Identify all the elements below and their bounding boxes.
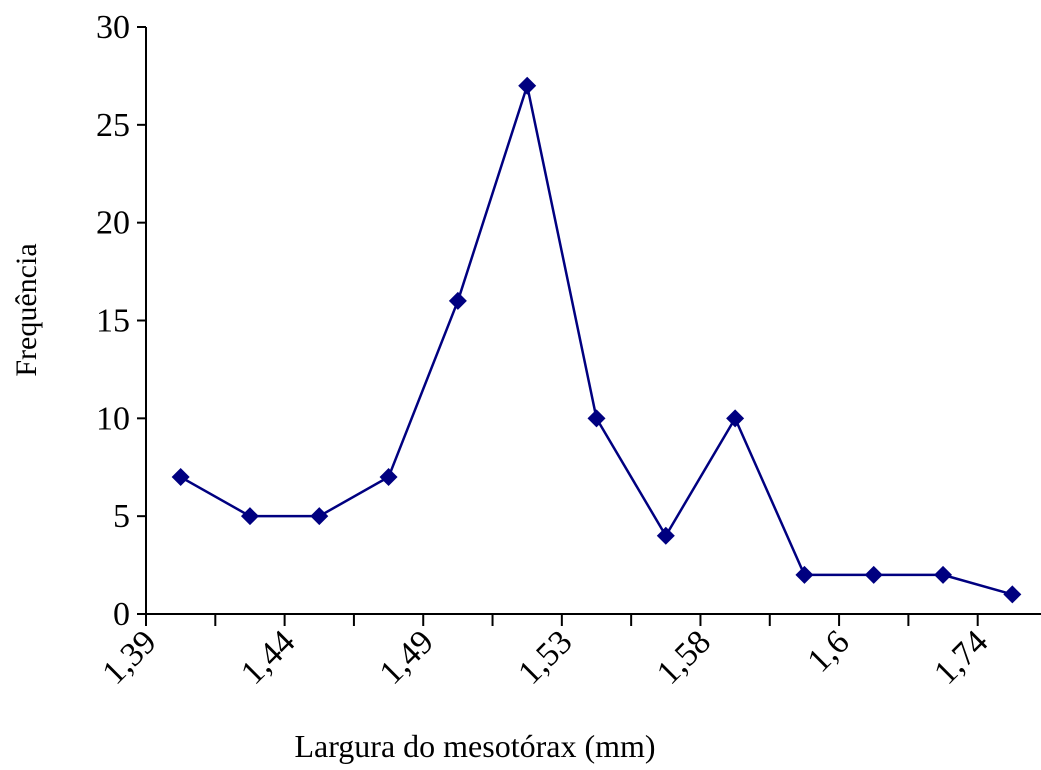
data-point-diamond (171, 468, 190, 487)
data-point-diamond (240, 507, 259, 526)
series-line (180, 84, 1013, 596)
x-tick-label: 1,58 (650, 623, 718, 691)
data-point-diamond (726, 409, 745, 428)
x-tick-label: 1,6 (801, 623, 857, 679)
data-point-diamond (310, 507, 329, 526)
data-point-diamond (795, 565, 814, 584)
data-point-diamond (656, 526, 675, 545)
data-point-diamond (518, 76, 537, 95)
y-tick-label: 20 (96, 205, 130, 242)
ticks: 0 5 10 15 20 25 30 1,39 1,44 1,49 1,53 1,58 1,6 1,74 (95, 9, 995, 692)
y-tick-label: 25 (96, 107, 130, 144)
x-tick-label: 1,44 (234, 623, 302, 691)
y-tick-label: 15 (96, 303, 130, 340)
data-point-diamond (864, 565, 883, 584)
axes (145, 27, 1041, 615)
data-point-diamond (934, 565, 953, 584)
x-tick-label: 1,74 (927, 623, 995, 691)
data-point-diamond (448, 291, 467, 310)
x-axis-label: Largura do mesotórax (mm) (294, 728, 655, 764)
y-tick-label: 10 (96, 400, 130, 437)
y-axis-label: Frequência (10, 243, 43, 376)
y-tick-label: 0 (113, 596, 130, 633)
y-tick-label: 5 (113, 498, 130, 535)
x-tick-label: 1,53 (511, 623, 579, 691)
data-point-diamond (379, 468, 398, 487)
series (171, 76, 1022, 604)
data-point-diamond (587, 409, 606, 428)
x-tick-label: 1,39 (95, 623, 163, 691)
y-tick-label: 30 (96, 9, 130, 46)
x-tick-label: 1,49 (373, 623, 441, 691)
data-point-diamond (1003, 585, 1022, 604)
